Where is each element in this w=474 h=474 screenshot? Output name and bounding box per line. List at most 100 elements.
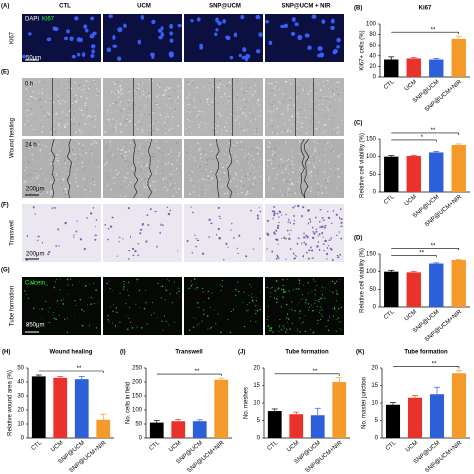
cell [229, 180, 231, 182]
significance-label: ** [77, 366, 82, 372]
micrographs [22, 14, 344, 335]
cell [281, 171, 284, 174]
cell [307, 209, 310, 212]
cell [29, 84, 31, 86]
cell [95, 219, 98, 221]
cell [32, 145, 34, 148]
y-tick-label: 10 [371, 401, 378, 407]
cell [255, 321, 257, 323]
cell [270, 82, 273, 85]
cell [289, 166, 292, 168]
cell [137, 167, 139, 169]
cell [236, 110, 238, 111]
cell [197, 126, 200, 128]
cell [317, 235, 319, 237]
y-tick-label: 0 [373, 75, 377, 81]
cell [315, 228, 318, 230]
cell [310, 86, 312, 88]
cell [168, 161, 170, 164]
cell [319, 89, 322, 92]
x-tick-label: UCM [404, 309, 418, 322]
cell [74, 16, 79, 21]
cell [41, 125, 44, 127]
cell [67, 166, 69, 168]
cell [256, 309, 259, 312]
cell [58, 245, 61, 247]
cell [315, 162, 317, 164]
x-tick-label: CTL [385, 440, 398, 452]
cell [274, 152, 276, 154]
cell [323, 227, 327, 229]
cell [282, 279, 284, 281]
cell [165, 117, 167, 119]
cell [291, 322, 293, 325]
cell [257, 90, 259, 92]
cell [129, 153, 131, 155]
cell [191, 133, 193, 135]
cell [316, 284, 318, 286]
cell [339, 99, 342, 101]
cell [149, 124, 152, 127]
cell [225, 35, 231, 39]
cell [92, 297, 94, 299]
cell [72, 123, 75, 126]
cell [115, 131, 117, 133]
cell [210, 171, 212, 173]
cell [61, 184, 63, 187]
cell [231, 151, 233, 153]
cell [112, 177, 114, 179]
cell [120, 130, 123, 133]
cell [291, 123, 293, 126]
cell [270, 295, 272, 297]
cell [30, 108, 32, 110]
cell [314, 280, 316, 283]
cell [252, 301, 254, 303]
cell [65, 143, 67, 145]
cell [71, 172, 73, 174]
cell [108, 280, 110, 282]
cell [247, 187, 249, 190]
cell [169, 184, 172, 186]
cell [149, 172, 151, 174]
cell [323, 177, 325, 179]
cell [54, 144, 56, 147]
cell [259, 148, 261, 150]
cell [236, 79, 239, 81]
cell [280, 173, 282, 174]
cell [151, 80, 154, 82]
cell [259, 165, 261, 168]
cell [77, 106, 80, 109]
cell [236, 118, 238, 119]
cell [168, 324, 170, 326]
cell [315, 216, 317, 219]
column-header: SNP@UCM [209, 4, 241, 10]
cell [137, 83, 140, 85]
cell [67, 144, 69, 146]
cell [123, 118, 124, 120]
cell [322, 236, 324, 238]
cell [250, 162, 252, 164]
cell [249, 192, 252, 195]
cell [206, 98, 209, 101]
cell [123, 146, 124, 148]
cell [137, 112, 138, 114]
cell [71, 102, 74, 104]
cell [111, 216, 114, 219]
cell [234, 91, 236, 92]
y-tick-label: 0 [257, 436, 261, 442]
cell [226, 121, 228, 123]
cell [79, 238, 83, 241]
x-tick-label: SNP@UCM+NIR [424, 440, 464, 474]
cell [153, 155, 155, 157]
cell [277, 287, 280, 290]
cell [41, 92, 44, 95]
cell [32, 206, 35, 209]
cell [23, 157, 25, 159]
cell [32, 282, 34, 285]
cell [321, 185, 323, 187]
cell [116, 121, 118, 122]
cell [307, 257, 310, 260]
cell [92, 80, 95, 82]
cell [150, 143, 152, 146]
cell [65, 114, 68, 116]
